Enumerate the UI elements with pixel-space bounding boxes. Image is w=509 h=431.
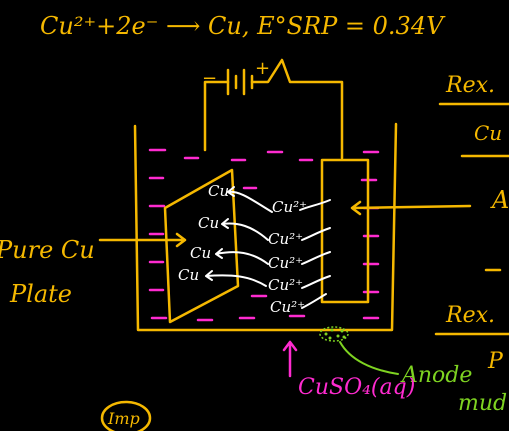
battery-circuit [203, 58, 344, 160]
label-mud: mud [458, 391, 507, 416]
label-imp: Imp [107, 409, 140, 428]
imp-circle [100, 400, 152, 431]
label-cuso4: CuSO₄(aq) [298, 375, 415, 400]
label-plate: Plate [9, 280, 72, 308]
electrolyte-solution [148, 148, 380, 322]
ion-migration-arrows [205, 186, 331, 309]
cuso4-pointer-arrow [282, 340, 298, 378]
label-rex-top: Rex. [445, 73, 495, 98]
electrolysis-beaker [133, 122, 398, 332]
label-rex-bottom: Rex. [445, 303, 495, 328]
cu-atom-3: Cu [190, 244, 211, 262]
label-a-right: A [490, 186, 509, 214]
anode-impure-cu-block [320, 158, 370, 304]
anode-mud-deposit [319, 326, 349, 342]
cu2plus-ion-1: Cu²⁺ [272, 198, 307, 216]
label-p-right: P [487, 349, 504, 374]
cu2plus-ion-5: Cu²⁺ [270, 298, 305, 316]
cu-atom-1: Cu [208, 182, 229, 200]
cu-atom-2: Cu [198, 214, 219, 232]
cu2plus-ion-2: Cu²⁺ [268, 230, 303, 248]
cathode-cu-atoms: Cu Cu Cu Cu [178, 182, 229, 284]
anode-mud-arrow [339, 341, 399, 375]
cathode-pointer-arrow [98, 232, 187, 248]
cu2plus-ion-4: Cu²⁺ [268, 276, 303, 294]
battery-plus-sign: + [255, 58, 270, 79]
cathode-pure-cu-plate [163, 168, 240, 324]
label-anode: Anode [400, 363, 472, 388]
battery-minus-sign: − [202, 68, 217, 89]
anode-pointer-arrow [350, 200, 472, 216]
cu-atom-4: Cu [178, 266, 199, 284]
cu2plus-ions: Cu²⁺ Cu²⁺ Cu²⁺ Cu²⁺ Cu²⁺ [268, 198, 307, 316]
label-cu-right: Cu [474, 121, 502, 145]
label-pure-cu: Pure Cu [0, 236, 95, 264]
reaction-equation: Cu²⁺+2e⁻ ⟶ Cu, E°SRP = 0.34V [40, 12, 446, 40]
cu2plus-ion-3: Cu²⁺ [268, 254, 303, 272]
